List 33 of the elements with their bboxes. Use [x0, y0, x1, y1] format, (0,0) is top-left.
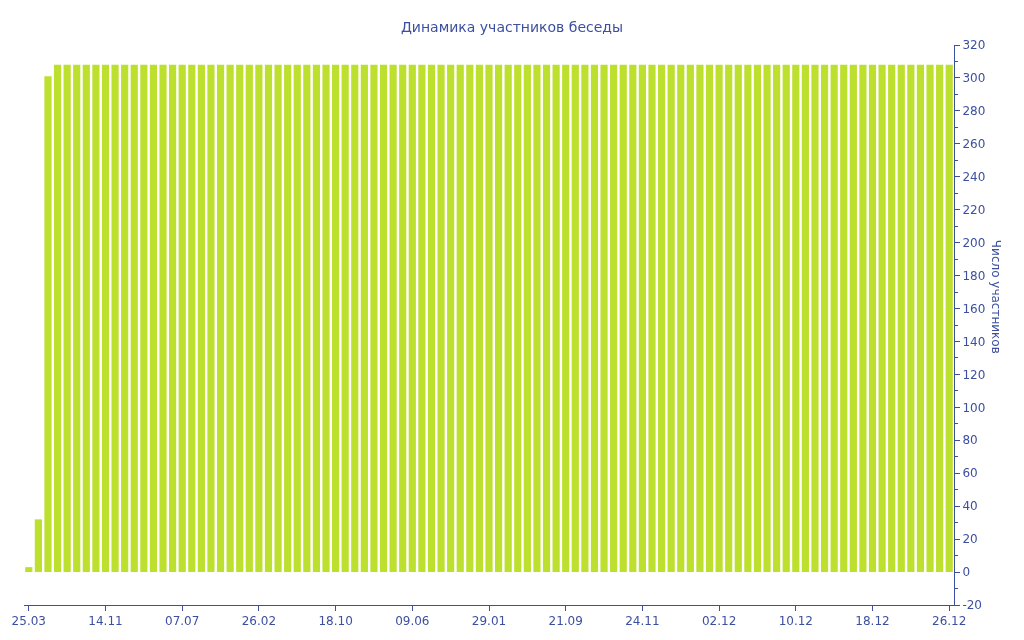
y-tick-label: 0: [962, 565, 971, 580]
y-tick-label: 40: [962, 499, 978, 514]
y-tick-label: 240: [962, 169, 986, 184]
y-tick-label: 280: [962, 104, 986, 119]
y-tick-label: 180: [962, 268, 986, 283]
x-tick-label: 29.01: [471, 614, 507, 629]
x-tick-label: 02.12: [701, 614, 737, 629]
x-tick-label: 26.12: [932, 614, 967, 629]
x-tick-label: 18.12: [855, 614, 890, 629]
y-tick-label: 260: [962, 137, 986, 152]
y-tick-label: 20: [962, 532, 978, 547]
y-tick-label: 320: [962, 38, 986, 53]
y-tick-label: 160: [962, 301, 986, 316]
y-tick-label: 220: [962, 202, 986, 217]
y-tick-label: 120: [962, 367, 986, 382]
y-tick-label: 140: [962, 334, 986, 349]
x-tick-label: 09.06: [395, 614, 430, 629]
y-tick-label: 100: [962, 400, 986, 415]
y-tick-label: 80: [962, 433, 978, 448]
x-tick-label: 24.11: [625, 614, 660, 629]
x-tick-label: 18.10: [318, 614, 353, 629]
y-axis-title: Число участников: [989, 239, 1004, 354]
y-tick-label: 200: [962, 235, 986, 250]
x-tick-label: 10.12: [778, 614, 813, 629]
x-tick-label: 25.03: [11, 614, 46, 629]
x-tick-label: 07.07: [165, 614, 200, 629]
y-tick-label: 60: [962, 466, 978, 481]
x-tick-label: 26.02: [241, 614, 277, 629]
x-tick-label: 14.11: [88, 614, 123, 629]
x-tick-label: 21.09: [548, 614, 583, 629]
chart-title: Динамика участников беседы: [400, 19, 624, 36]
y-tick-label: -20: [962, 598, 983, 613]
y-tick-label: 300: [962, 71, 986, 86]
